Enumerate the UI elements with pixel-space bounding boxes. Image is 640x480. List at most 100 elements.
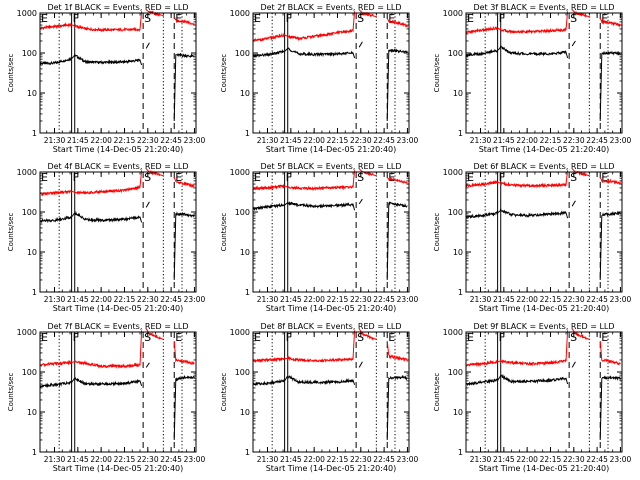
panel-det-3: Det 3f BLACK = Events, RED = LLD Counts/s… (433, 3, 631, 154)
x-tick-label: 21:30 (470, 455, 492, 464)
x-tick-label: 22:00 (303, 295, 325, 304)
x-axis-label: Start Time (14-Dec-05 21:20:40) (266, 464, 397, 473)
x-tick-label: 21:45 (280, 295, 302, 304)
x-tick-label: 22:15 (540, 455, 562, 464)
events-trace (173, 52, 195, 122)
x-tick-label: 22:00 (90, 455, 112, 464)
panel-title: Det 8f BLACK = Events, RED = LLD (260, 322, 401, 331)
event-marker-label: F (73, 331, 79, 344)
x-tick-label: 21:45 (280, 136, 302, 145)
event-marker-label: S (144, 12, 151, 25)
x-tick-label: 22:00 (516, 136, 538, 145)
event-marker-label: F (499, 171, 505, 184)
events-trace (358, 361, 363, 368)
x-tick-label: 22:30 (137, 295, 159, 304)
events-trace (40, 210, 143, 224)
x-tick-label: 22:30 (563, 136, 585, 145)
y-tick-label: 10 (27, 89, 37, 98)
x-tick-label: 21:30 (257, 455, 279, 464)
x-tick-label: 21:45 (67, 295, 89, 304)
x-tick-label: 22:15 (327, 136, 349, 145)
x-tick-label: 22:45 (373, 455, 395, 464)
x-axis-label: Start Time (14-Dec-05 21:20:40) (479, 304, 610, 313)
panel-det-7: Det 7f BLACK = Events, RED = LLD Counts/s… (7, 322, 205, 473)
events-trace (253, 47, 356, 59)
x-tick-label: 22:00 (90, 295, 112, 304)
x-tick-label: 22:15 (327, 295, 349, 304)
panel-det-1: Det 1f BLACK = Events, RED = LLD Counts/s… (7, 3, 205, 154)
events-trace (358, 41, 363, 48)
x-tick-label: 22:45 (160, 295, 182, 304)
x-tick-label: 23:00 (610, 136, 632, 145)
plot-frame (39, 331, 197, 453)
plot-frame (465, 331, 623, 453)
x-tick-label: 21:30 (257, 136, 279, 145)
x-tick-label: 22:15 (114, 455, 136, 464)
x-tick-label: 22:45 (586, 455, 608, 464)
event-marker-label: E (41, 12, 48, 25)
event-marker-label: S (357, 331, 364, 344)
x-tick-label: 22:45 (160, 136, 182, 145)
x-tick-label: 22:30 (350, 136, 372, 145)
event-marker-label: E (41, 171, 48, 184)
x-tick-label: 23:00 (184, 455, 206, 464)
events-trace (571, 361, 576, 368)
panel-det-2: Det 2f BLACK = Events, RED = LLD Counts/s… (220, 3, 418, 154)
events-trace (145, 201, 150, 208)
event-marker-label: E (254, 12, 261, 25)
event-marker-label: E (388, 331, 395, 344)
y-tick-label: 10 (453, 408, 463, 417)
plot-frame (252, 171, 410, 293)
lld-trace (466, 170, 569, 189)
lld-trace (173, 16, 195, 26)
events-trace (386, 201, 408, 281)
plot-frame (252, 12, 410, 134)
plot-frame (252, 331, 410, 453)
x-tick-label: 22:15 (540, 136, 562, 145)
event-marker-label: E (467, 12, 474, 25)
y-tick-label: 10 (27, 248, 37, 257)
y-tick-label: 10 (27, 408, 37, 417)
event-marker-label: E (388, 171, 395, 184)
event-marker-label: E (388, 12, 395, 25)
events-trace (386, 48, 408, 122)
x-tick-label: 21:45 (493, 455, 515, 464)
lld-trace (40, 330, 143, 370)
lld-trace (173, 176, 195, 189)
event-marker-label: S (144, 331, 151, 344)
event-marker-label: S (570, 171, 577, 184)
x-tick-label: 21:45 (67, 455, 89, 464)
events-trace (40, 377, 143, 388)
x-tick-label: 22:00 (516, 295, 538, 304)
x-tick-label: 21:45 (280, 455, 302, 464)
x-tick-label: 23:00 (397, 136, 419, 145)
y-tick-label: 1 (245, 288, 250, 297)
x-tick-label: 22:15 (114, 295, 136, 304)
lld-trace (386, 340, 408, 363)
events-trace (145, 42, 150, 49)
x-axis-label: Start Time (14-Dec-05 21:20:40) (266, 304, 397, 313)
panel-det-8: Det 8f BLACK = Events, RED = LLD Counts/s… (220, 322, 418, 473)
events-trace (466, 374, 569, 386)
x-tick-label: 22:00 (303, 455, 325, 464)
y-tick-label: 100 (448, 208, 463, 217)
y-axis-label: Counts/sec (433, 213, 441, 252)
y-tick-label: 10 (453, 89, 463, 98)
event-marker-label: E (601, 12, 608, 25)
x-tick-label: 23:00 (184, 295, 206, 304)
y-axis-label: Counts/sec (433, 54, 441, 93)
y-tick-label: 1 (32, 129, 37, 138)
x-tick-label: 21:30 (44, 136, 66, 145)
y-tick-label: 1 (245, 129, 250, 138)
y-tick-label: 100 (235, 368, 250, 377)
x-tick-label: 22:45 (586, 295, 608, 304)
y-tick-label: 1 (32, 448, 37, 457)
events-trace (173, 211, 195, 281)
y-tick-label: 1000 (230, 328, 250, 337)
lld-trace (253, 11, 356, 43)
y-axis-label: Counts/sec (220, 54, 228, 93)
x-tick-label: 22:15 (540, 295, 562, 304)
y-axis-label: Counts/sec (220, 213, 228, 252)
events-trace (599, 210, 621, 281)
